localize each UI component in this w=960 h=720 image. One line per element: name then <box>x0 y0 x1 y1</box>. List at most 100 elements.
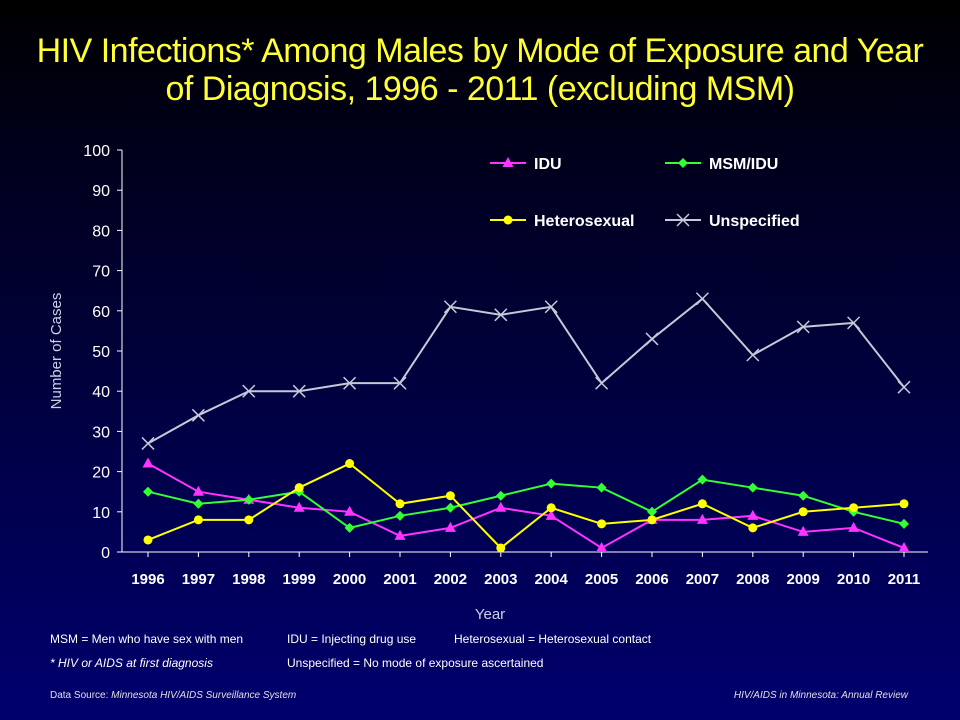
data-point-msm-idu <box>193 498 204 509</box>
x-tick-label: 1999 <box>283 571 316 588</box>
y-tick-label: 20 <box>92 465 110 482</box>
series-line-msm-idu <box>147 478 905 529</box>
data-point-idu <box>696 513 708 524</box>
data-point-msm-idu <box>899 518 909 529</box>
data-point-heterosexual <box>697 499 707 509</box>
data-point-unspecified <box>494 308 508 322</box>
footer-source: Data Source: Minnesota HIV/AIDS Surveill… <box>50 690 296 701</box>
data-point-unspecified <box>191 408 205 422</box>
data-point-unspecified <box>242 384 256 398</box>
y-tick-label: 90 <box>92 183 110 200</box>
data-point-unspecified <box>796 320 810 334</box>
data-point-msm-idu <box>697 474 708 485</box>
note-asterisk: * HIV or AIDS at first diagnosis <box>50 656 213 670</box>
data-point-heterosexual <box>899 499 909 509</box>
data-point-msm-idu <box>596 482 607 493</box>
data-point-idu <box>797 525 809 536</box>
data-point-heterosexual <box>748 523 758 533</box>
legend-item-unspecified: Unspecified <box>665 213 800 230</box>
data-point-idu <box>293 501 305 512</box>
data-point-msm-idu <box>647 506 657 517</box>
data-point-unspecified <box>292 384 306 398</box>
data-point-msm-idu <box>344 522 355 533</box>
legend-marker-msm-idu <box>678 158 688 168</box>
data-point-heterosexual <box>546 503 556 513</box>
series-line-heterosexual <box>147 462 905 550</box>
chart-title: HIV Infections* Among Males by Mode of E… <box>20 32 940 108</box>
y-tick-label: 70 <box>92 264 110 281</box>
y-tick-label: 0 <box>101 545 110 562</box>
note-unspecified: Unspecified = No mode of exposure ascert… <box>287 656 544 670</box>
legend-marker-unspecified <box>676 213 690 227</box>
y-tick-label: 50 <box>92 344 110 361</box>
x-tick-label: 1998 <box>232 571 265 588</box>
data-point-idu <box>495 501 507 512</box>
series-idu <box>142 457 910 552</box>
series-line-unspecified <box>147 297 905 445</box>
y-tick-label: 100 <box>83 143 110 160</box>
data-point-idu <box>596 541 608 552</box>
series-line-idu <box>147 462 905 550</box>
footer-right-text: HIV/AIDS in Minnesota: Annual Review <box>733 690 908 701</box>
data-point-unspecified <box>645 332 659 346</box>
x-tick-label: 1996 <box>131 571 164 588</box>
y-axis-label: Number of Cases <box>48 293 65 410</box>
y-tick-label: 60 <box>92 304 110 321</box>
data-point-unspecified <box>847 316 861 330</box>
series-unspecified <box>141 292 911 450</box>
x-tick-label: 1997 <box>182 571 215 588</box>
legend-item-msm-idu: MSM/IDU <box>665 156 778 173</box>
data-point-heterosexual <box>345 459 355 469</box>
data-point-idu <box>848 521 860 532</box>
data-point-unspecified <box>141 436 155 450</box>
data-point-heterosexual <box>193 515 203 525</box>
data-point-msm-idu <box>747 482 758 493</box>
data-point-msm-idu <box>143 486 153 497</box>
footer-source-label: Data Source: <box>50 690 112 701</box>
x-tick-label: 2002 <box>434 571 467 588</box>
data-point-unspecified <box>897 380 911 394</box>
data-point-heterosexual <box>597 519 607 529</box>
data-point-heterosexual <box>294 483 304 493</box>
note-idu: IDU = Injecting drug use <box>287 632 417 646</box>
data-point-idu <box>142 457 154 468</box>
data-point-unspecified <box>343 376 357 390</box>
data-point-idu <box>394 529 406 540</box>
data-point-unspecified <box>443 300 457 314</box>
data-point-idu <box>898 541 910 552</box>
data-point-msm-idu <box>395 510 405 521</box>
data-point-heterosexual <box>143 535 153 545</box>
data-point-msm-idu <box>445 502 456 513</box>
y-tick-label: 30 <box>92 424 110 441</box>
data-point-msm-idu <box>798 490 809 501</box>
data-point-heterosexual <box>445 491 455 501</box>
series-heterosexual <box>143 459 909 553</box>
legend-label-msm-idu: MSM/IDU <box>709 156 778 173</box>
data-point-unspecified <box>393 376 407 390</box>
data-point-heterosexual <box>244 515 254 525</box>
legend-marker-heterosexual <box>503 215 513 225</box>
data-point-idu <box>444 521 456 532</box>
x-tick-label: 2000 <box>333 571 366 588</box>
data-point-msm-idu <box>243 494 254 505</box>
footer-source-value: Minnesota HIV/AIDS Surveillance System <box>111 690 297 701</box>
x-tick-label: 2004 <box>535 571 569 588</box>
data-point-unspecified <box>544 300 558 314</box>
legend-label-idu: IDU <box>534 156 562 173</box>
data-point-unspecified <box>695 292 709 306</box>
x-tick-label: 2005 <box>585 571 618 588</box>
y-tick-label: 10 <box>92 505 110 522</box>
x-tick-label: 2007 <box>686 571 719 588</box>
chart-title-line-2: of Diagnosis, 1996 - 2011 (excluding MSM… <box>165 70 795 108</box>
data-point-idu <box>747 509 759 520</box>
chart-title-line-1: HIV Infections* Among Males by Mode of E… <box>36 32 924 70</box>
data-point-heterosexual <box>496 543 506 553</box>
legend-item-heterosexual: Heterosexual <box>490 213 635 230</box>
note-msm: MSM = Men who have sex with men <box>50 632 244 646</box>
chart-series <box>141 292 911 553</box>
y-tick-label: 40 <box>92 384 110 401</box>
x-tick-label: 2009 <box>787 571 820 588</box>
x-tick-label: 2006 <box>635 571 668 588</box>
